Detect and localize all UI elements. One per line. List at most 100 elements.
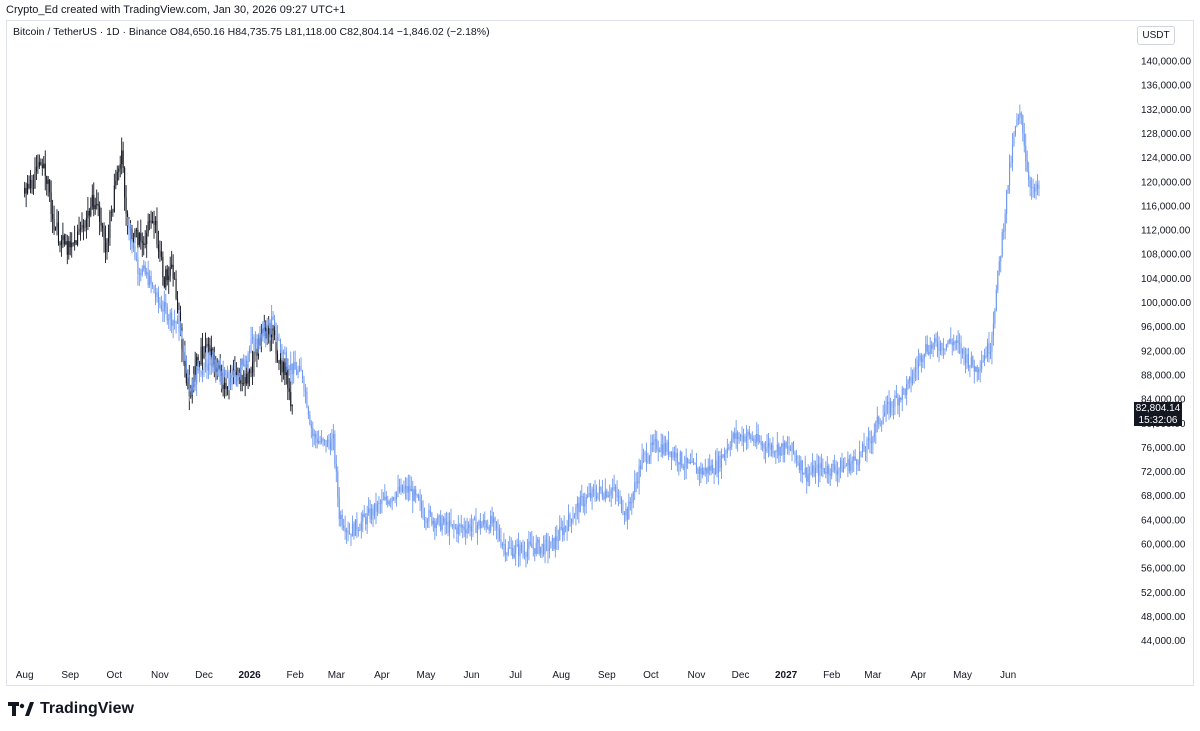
candle-body bbox=[765, 448, 767, 452]
x-tick-label: Apr bbox=[374, 670, 390, 681]
candle-body bbox=[800, 460, 802, 471]
time-axis[interactable]: Aug Sep Oct Nov Dec 2026 Feb Mar Apr May Jun Jul Aug… bbox=[16, 670, 1016, 681]
candle-body bbox=[557, 539, 559, 541]
candle-body bbox=[1034, 187, 1036, 192]
candle-body bbox=[872, 437, 874, 444]
candle-body bbox=[566, 527, 568, 531]
candle-body bbox=[732, 433, 734, 439]
candle-body bbox=[928, 351, 930, 355]
candle-body bbox=[102, 225, 104, 228]
candle-body bbox=[79, 228, 82, 230]
candle-body bbox=[969, 365, 971, 368]
candle-body bbox=[469, 524, 471, 532]
candle-body bbox=[400, 485, 402, 492]
candle-body bbox=[819, 463, 821, 476]
candle-body bbox=[287, 366, 289, 369]
candle-body bbox=[757, 433, 759, 442]
candle-body bbox=[291, 405, 293, 407]
candle-body bbox=[44, 163, 46, 176]
candle-body bbox=[247, 354, 249, 363]
candle-body bbox=[329, 442, 331, 450]
candle-body bbox=[487, 527, 489, 529]
candle-body bbox=[720, 454, 722, 468]
candle-body bbox=[862, 444, 864, 453]
candle-body bbox=[50, 192, 52, 215]
x-tick-label: Mar bbox=[864, 670, 882, 681]
candle-body bbox=[575, 507, 577, 516]
candle-body bbox=[656, 439, 658, 450]
candle-body bbox=[366, 513, 368, 525]
tradingview-brand[interactable]: TradingView bbox=[8, 699, 134, 719]
candle-body bbox=[179, 312, 182, 328]
candle-body bbox=[481, 524, 483, 528]
price-change: −1,846.02 (−2.18%) bbox=[396, 26, 490, 38]
candle-body bbox=[737, 432, 739, 440]
candle-body bbox=[618, 496, 620, 498]
candle-body bbox=[406, 486, 408, 493]
candle-body bbox=[187, 369, 189, 379]
candle-body bbox=[197, 368, 199, 371]
candle-body bbox=[172, 264, 174, 279]
candle-body bbox=[985, 355, 987, 358]
candle-body bbox=[56, 222, 58, 228]
candle-body bbox=[185, 355, 187, 370]
candle-body bbox=[494, 517, 496, 522]
candle-body bbox=[121, 150, 123, 165]
candle-body bbox=[168, 275, 170, 281]
candle-body bbox=[127, 224, 129, 225]
candle-body bbox=[907, 380, 909, 384]
candle-body bbox=[795, 455, 797, 462]
x-tick-label: Jul bbox=[509, 670, 522, 681]
candle-body bbox=[304, 390, 306, 392]
candle-body bbox=[1036, 183, 1039, 189]
ohlc-high: H84,735.75 bbox=[227, 26, 282, 38]
candle-body bbox=[597, 492, 599, 499]
candle-body bbox=[532, 547, 534, 549]
candle-body bbox=[518, 544, 520, 557]
candle-body bbox=[572, 518, 574, 523]
candle-body bbox=[537, 539, 539, 543]
candle-body bbox=[234, 372, 236, 378]
candle-body bbox=[612, 488, 614, 490]
candle-body bbox=[1020, 113, 1022, 116]
candle-body bbox=[497, 528, 499, 531]
candle-body bbox=[841, 460, 843, 473]
candle-body bbox=[243, 383, 245, 385]
candle-body bbox=[426, 521, 428, 523]
candle-body bbox=[884, 412, 886, 417]
candle-body bbox=[447, 521, 449, 533]
candle-body bbox=[65, 241, 67, 245]
candle-body bbox=[32, 188, 35, 190]
currency-button[interactable]: USDT bbox=[1137, 26, 1175, 45]
candle-body bbox=[837, 470, 839, 475]
candle-body bbox=[52, 214, 54, 220]
candle-body bbox=[584, 503, 586, 507]
candle-body bbox=[972, 356, 974, 367]
candle-body bbox=[503, 544, 505, 546]
candle-body bbox=[346, 530, 348, 532]
candle-body bbox=[938, 348, 940, 352]
candle-body bbox=[256, 352, 258, 356]
candle-body bbox=[948, 339, 950, 343]
candle-body bbox=[421, 501, 423, 510]
candle-body bbox=[516, 544, 518, 547]
candle-body bbox=[351, 523, 354, 537]
y-tick-label: 136,000.00 bbox=[1141, 81, 1191, 92]
candle-body bbox=[149, 220, 151, 222]
candle-body bbox=[507, 547, 509, 554]
y-tick-label: 132,000.00 bbox=[1141, 105, 1191, 116]
candle-body bbox=[653, 440, 655, 446]
candle-body bbox=[299, 366, 301, 371]
y-tick-label: 76,000.00 bbox=[1141, 443, 1186, 454]
candle-body bbox=[522, 550, 524, 552]
candle-body bbox=[748, 431, 750, 435]
candle-body bbox=[863, 444, 865, 452]
candle-body bbox=[425, 519, 427, 523]
symbol-name[interactable]: Bitcoin / TetherUS · 1D · Binance bbox=[13, 26, 167, 38]
candle-body bbox=[493, 517, 495, 524]
candle-body bbox=[110, 211, 112, 213]
candle-body bbox=[241, 359, 243, 366]
candle-body bbox=[598, 486, 600, 493]
price-axis[interactable]: 140,000.00 136,000.00 132,000.00 128,000.00… bbox=[1141, 57, 1191, 648]
